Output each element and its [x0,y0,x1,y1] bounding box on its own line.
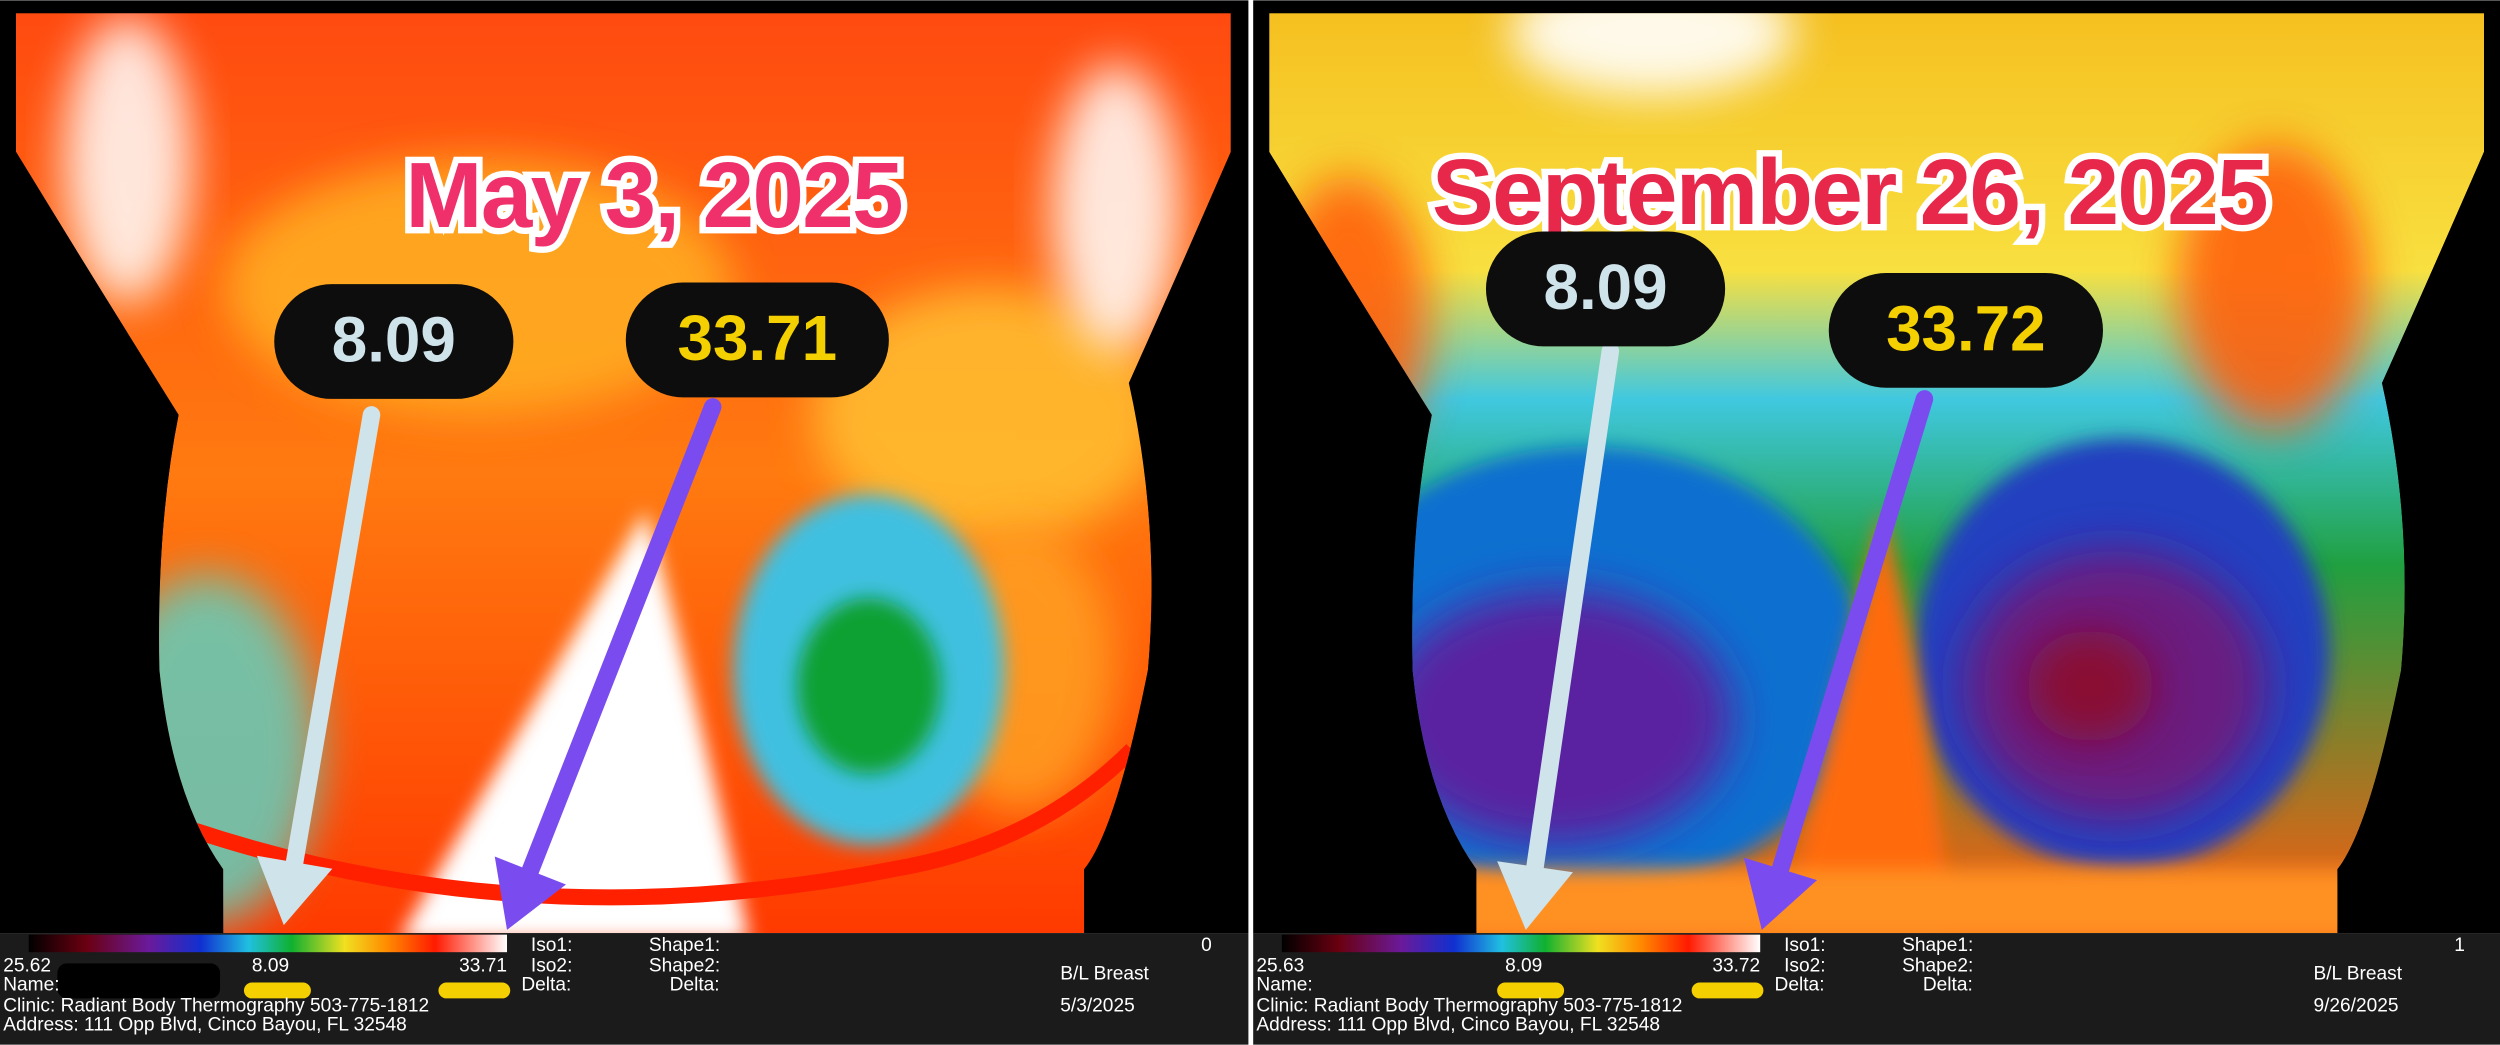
status-shape1: Shape1: [1902,935,1973,956]
status-counter: 0 [1201,935,1212,956]
warm-base [1412,869,2370,934]
status-delta2: Delta: [1923,975,1973,996]
redaction [57,963,221,999]
status-iso2: Iso2: [1784,956,1825,977]
status-address: Address: 111 Opp Blvd, Cinco Bayou, FL 3… [1256,1015,1660,1036]
status-date: 9/26/2025 [2313,995,2398,1016]
color-scale [1281,934,1761,953]
callout-value: 8.09 [1543,251,1667,323]
heat-blob [1052,64,1180,352]
hot-area [398,510,750,934]
callout-pill [1828,272,2103,388]
status-view: B/L Breast [1060,964,1149,985]
date-title: May 3, 2025 [405,143,902,247]
status-shape2: Shape2: [1902,956,1973,977]
heat-blob [63,16,192,304]
status-scale-max: 33.72 [1712,956,1760,977]
callout-value: 33.72 [1886,292,2046,364]
arrow-shaft [285,406,381,871]
status-iso1: Iso1: [531,935,572,956]
warm-cleft [1779,510,1955,934]
status-clinic: Clinic: Radiant Body Thermography 503-77… [1256,995,1682,1016]
status-clinic: Clinic: Radiant Body Thermography 503-77… [3,995,429,1016]
status-scale-mid: 8.09 [252,956,289,977]
panel: May 3, 2025 8.09 33.71 25.62 8.09 33.71 Iso1:I… [0,0,1249,1045]
cold-center [2026,630,2155,742]
status-delta1: Delta: [521,975,571,996]
arrow-head [494,856,566,930]
arrow-shaft [1771,390,1934,878]
arrow-head [256,855,333,926]
callout-pill [274,284,514,399]
date-title: September 26, 2025 [1432,140,2267,244]
callout-value: 8.09 [332,304,456,376]
arrow-shaft [1526,342,1620,876]
callout-value: 33.71 [678,302,838,374]
heat-blob [2177,143,2370,431]
heat-blob [1508,13,1796,97]
color-scale [28,934,508,953]
arrow-head [1497,861,1573,930]
status-address: Address: 111 Opp Blvd, Cinco Bayou, FL 3… [3,1015,407,1036]
status-date: 5/3/2025 [1060,995,1134,1016]
status-shape2: Shape2: [649,956,720,977]
callout-pill [625,282,889,398]
status-scale-mid: 8.09 [1505,956,1542,977]
status-counter: 1 [2454,935,2465,956]
status-name: Name: [3,975,59,996]
status-scale-min: 25.63 [1256,956,1304,977]
status-iso1: Iso1: [1784,935,1825,956]
status-scale-min: 25.62 [3,956,51,977]
callout-pill [1485,231,1726,347]
status-name: Name: [1256,975,1312,996]
cool-core [797,598,941,774]
status-scale-max: 33.71 [459,956,507,977]
skin-fold [188,744,1138,906]
status-delta2: Delta: [670,975,720,996]
status-iso2: Iso2: [531,956,572,977]
status-delta1: Delta: [1775,975,1825,996]
status-view: B/L Breast [2313,964,2402,985]
arrow-head [1743,857,1818,930]
heat-blob [813,287,1164,543]
arrow-shaft [521,398,722,880]
status-shape1: Shape1: [649,935,720,956]
